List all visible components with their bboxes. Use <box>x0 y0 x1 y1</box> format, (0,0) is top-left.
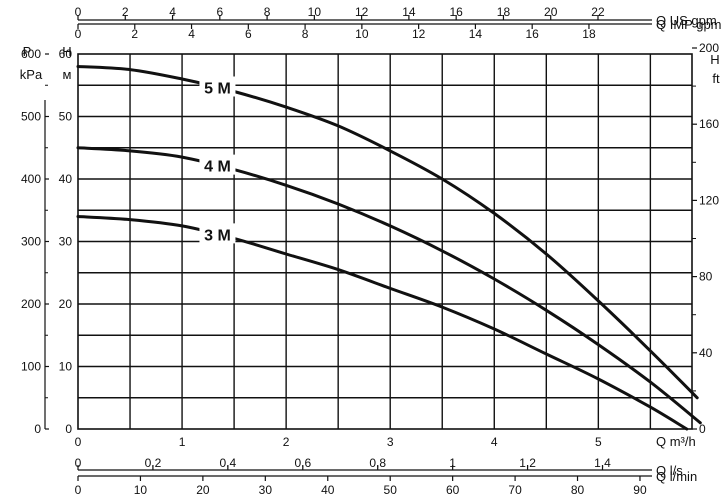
h-m-tick-label: 60 <box>59 47 73 61</box>
p-kpa-tick-label: 400 <box>21 172 41 186</box>
q-imp-gpm-tick-label: 2 <box>131 27 138 41</box>
q-ls-axis-label: Q l/s <box>656 463 683 478</box>
q-imp-gpm-tick-label: 18 <box>582 27 596 41</box>
p-kpa-tick-label: 100 <box>21 360 41 374</box>
q-ls-tick-label: 0 <box>75 456 82 470</box>
curve-5m <box>76 65 699 400</box>
q-ls-tick-label: 1,4 <box>594 456 611 470</box>
curve-4m-label-bg <box>199 154 236 175</box>
q-ls-tick-label: 0,6 <box>294 456 311 470</box>
q-lmin-tick-label: 60 <box>446 483 460 497</box>
curve-3m-label-bg <box>199 223 236 244</box>
q-us-gpm-tick-label: 6 <box>216 5 223 19</box>
q-m3h-axis-label: Q m³/h <box>656 434 696 449</box>
q-lmin-tick-label: 80 <box>571 483 585 497</box>
h-ft-tick-label: 40 <box>699 346 713 360</box>
q-us-gpm-tick-label: 16 <box>449 5 463 19</box>
h-m-tick-label: 40 <box>59 172 73 186</box>
q-us-gpm-tick-label: 12 <box>355 5 369 19</box>
q-imp-gpm-tick-label: 4 <box>188 27 195 41</box>
curve-3m <box>76 215 689 431</box>
h-ft-tick-label: 200 <box>699 41 719 55</box>
q-us-gpm-tick-label: 14 <box>402 5 416 19</box>
h-ft-tick-label: 160 <box>699 117 719 131</box>
h-m-tick-label: 50 <box>59 110 73 124</box>
grid <box>78 54 692 429</box>
h-m-axis-unit: м <box>63 67 72 82</box>
q-us-gpm-tick-label: 10 <box>308 5 322 19</box>
curve-labels: 5 M 4 M 3 M <box>199 76 236 244</box>
p-kpa-axis-unit: kPa <box>20 67 43 82</box>
q-ls-tick-label: 0,4 <box>220 456 237 470</box>
p-kpa-axis-label: P <box>23 44 32 59</box>
q-m3h-tick-label: 3 <box>387 435 394 449</box>
q-imp-gpm-tick-label: 12 <box>412 27 426 41</box>
q-imp-gpm-tick-label: 6 <box>245 27 252 41</box>
q-ls-tick-label: 1 <box>449 456 456 470</box>
bottom-axes: 0 1 2 3 4 5 Q m³/h 0 0,2 0,4 0,6 0,8 1 1,2 1,4 Q l/s 0 10… <box>75 434 698 497</box>
q-imp-gpm-tick-label: 8 <box>302 27 309 41</box>
h-ft-tick-label: 120 <box>699 193 719 207</box>
q-imp-gpm-tick-label: 0 <box>75 27 82 41</box>
plot-frame <box>77 53 693 430</box>
curve-3m-label: 3 M <box>204 227 231 244</box>
p-kpa-tick-label: 0 <box>34 422 41 436</box>
plot-frame-group <box>77 53 693 430</box>
h-m-tick-label: 20 <box>59 297 73 311</box>
h-ft-tick-label: 0 <box>699 422 706 436</box>
h-m-tick-label: 0 <box>65 422 72 436</box>
q-lmin-tick-label: 20 <box>196 483 210 497</box>
q-lmin-tick-label: 50 <box>384 483 398 497</box>
q-us-gpm-tick-label: 20 <box>544 5 558 19</box>
q-us-gpm-tick-label: 2 <box>122 5 129 19</box>
h-m-tick-label: 30 <box>59 235 73 249</box>
q-imp-gpm-axis-label: Q IMP gpm <box>656 17 722 32</box>
q-lmin-tick-label: 90 <box>633 483 647 497</box>
q-lmin-tick-label: 30 <box>259 483 273 497</box>
curve-4m <box>76 146 702 425</box>
h-m-tick-label: 10 <box>59 360 73 374</box>
q-ls-tick-label: 1,2 <box>519 456 536 470</box>
q-imp-gpm-tick-label: 16 <box>526 27 540 41</box>
q-m3h-tick-label: 5 <box>595 435 602 449</box>
q-us-gpm-tick-label: 22 <box>591 5 605 19</box>
q-lmin-axis-label: Q l/min <box>656 469 697 484</box>
q-imp-gpm-tick-label: 10 <box>355 27 369 41</box>
p-kpa-tick-label: 300 <box>21 235 41 249</box>
curve-4m-label: 4 M <box>204 159 231 176</box>
q-us-gpm-tick-label: 18 <box>497 5 511 19</box>
curves <box>76 65 702 431</box>
p-kpa-tick-label: 600 <box>21 47 41 61</box>
curve-5m-label: 5 M <box>204 81 231 98</box>
q-lmin-tick-label: 10 <box>134 483 148 497</box>
q-lmin-tick-label: 0 <box>75 483 82 497</box>
q-us-gpm-tick-label: 8 <box>264 5 271 19</box>
q-imp-gpm-tick-label: 14 <box>469 27 483 41</box>
h-m-axis-label: H <box>62 44 71 59</box>
h-ft-tick-label: 80 <box>699 270 713 284</box>
h-ft-axis-label: H <box>710 52 719 67</box>
q-us-gpm-axis-label: Q US gpm <box>656 13 717 28</box>
q-m3h-tick-label: 4 <box>491 435 498 449</box>
q-m3h-tick-label: 0 <box>75 435 82 449</box>
q-ls-tick-label: 0,2 <box>145 456 162 470</box>
h-ft-axis-unit: ft <box>712 71 720 86</box>
q-m3h-tick-label: 1 <box>179 435 186 449</box>
curve-5m-label-bg <box>199 76 236 97</box>
p-kpa-tick-label: 500 <box>21 110 41 124</box>
q-ls-tick-label: 0,8 <box>369 456 386 470</box>
q-us-gpm-tick-label: 0 <box>75 5 82 19</box>
q-lmin-tick-label: 40 <box>321 483 335 497</box>
q-lmin-tick-label: 70 <box>508 483 522 497</box>
q-us-gpm-tick-label: 4 <box>169 5 176 19</box>
p-kpa-tick-label: 200 <box>21 297 41 311</box>
q-m3h-tick-label: 2 <box>283 435 290 449</box>
